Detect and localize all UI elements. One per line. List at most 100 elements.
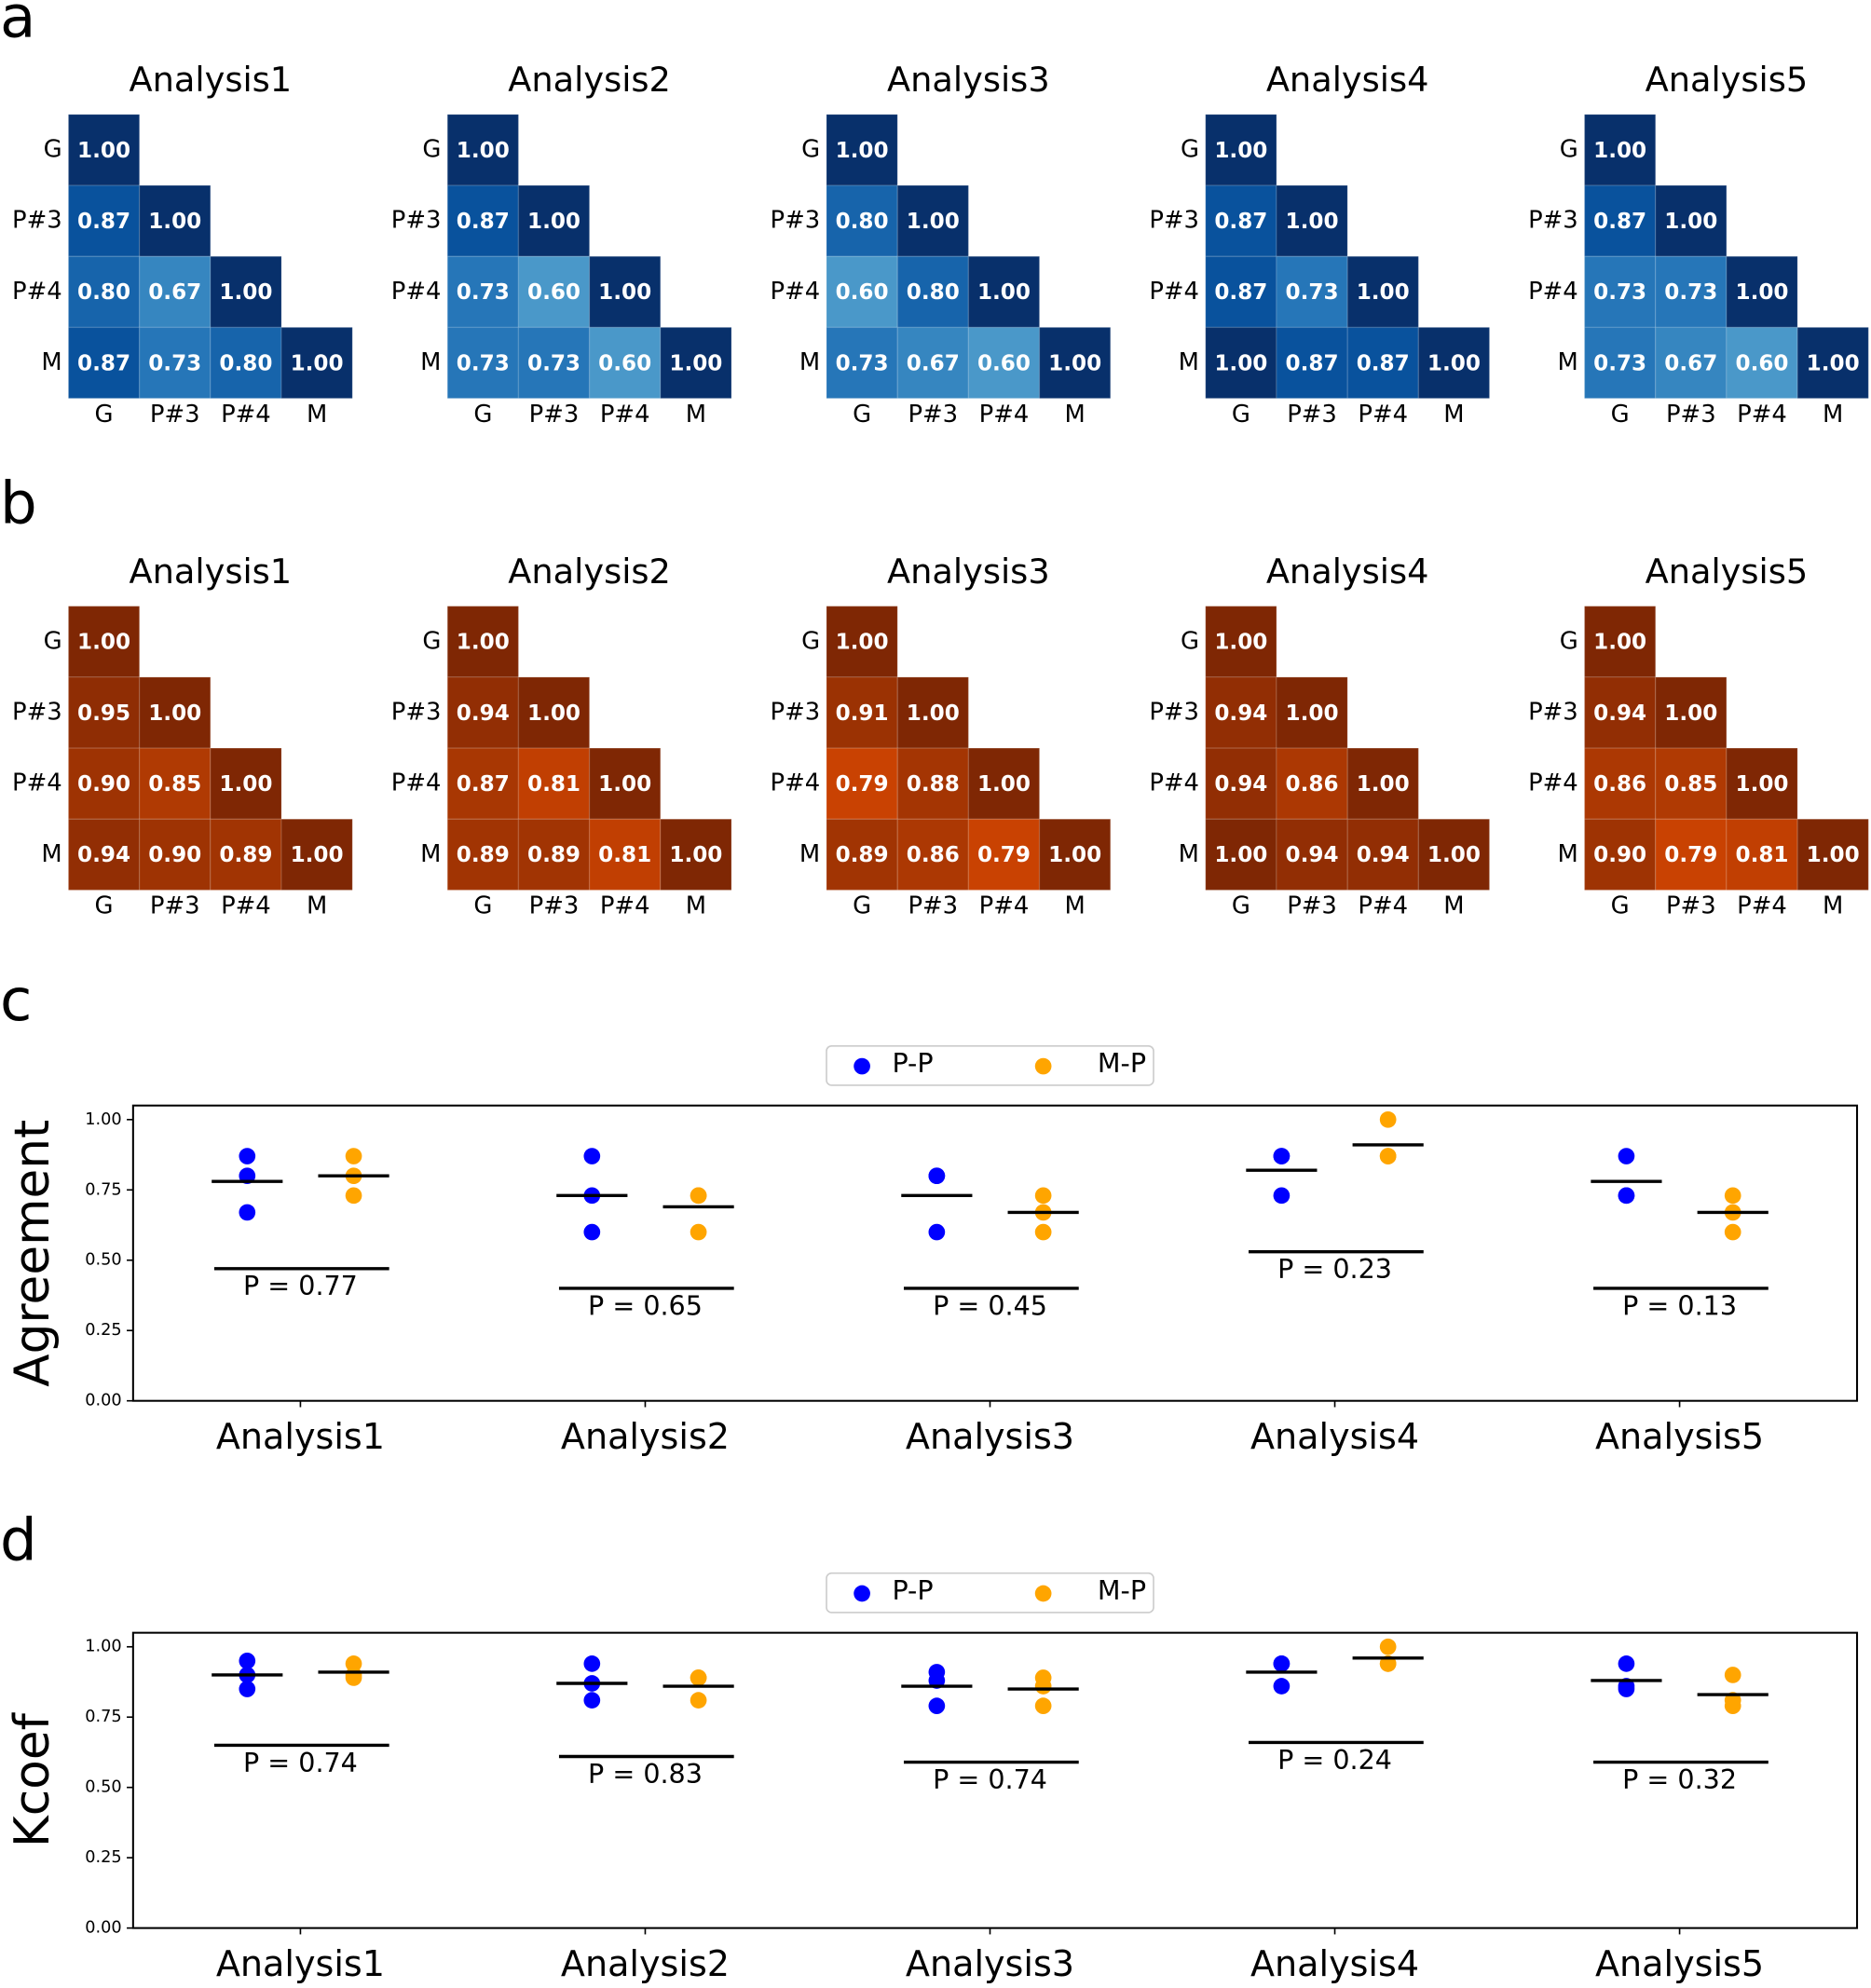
heatmap-title: Analysis1 [130, 60, 293, 100]
point [583, 1692, 601, 1709]
heatmap-cell [896, 676, 970, 749]
x-tick-label: Analysis1 [216, 1943, 385, 1984]
column-label: G [473, 892, 492, 920]
cell-label: 1.00 [669, 351, 722, 375]
cell-label: 1.00 [77, 631, 130, 655]
heatmap-cell [1655, 747, 1728, 820]
heatmap-cell [1796, 818, 1869, 892]
row-label: P#4 [1528, 278, 1578, 306]
heatmap-title: Analysis4 [1266, 551, 1429, 592]
heatmap-cell [1583, 606, 1657, 678]
cell-label: 0.73 [148, 351, 201, 375]
heatmap-cell [967, 818, 1041, 892]
row-label: M [1179, 840, 1199, 868]
heatmap-cell [1655, 184, 1728, 257]
point [1034, 1678, 1052, 1695]
cell-label: 1.00 [1214, 843, 1267, 867]
point [345, 1187, 362, 1205]
cell-label: 0.94 [77, 843, 130, 867]
y-axis-label: Agreement [5, 1120, 61, 1387]
heatmap-cell [588, 255, 662, 329]
cell-label: 0.67 [907, 351, 960, 375]
heatmap-cell [1583, 184, 1657, 257]
point [239, 1653, 256, 1669]
p-value-label: P = 0.77 [243, 1270, 358, 1301]
legend-marker [1034, 1057, 1052, 1075]
row-label: G [1560, 135, 1578, 163]
point [1034, 1187, 1052, 1205]
cell-label: 1.00 [598, 280, 651, 305]
cell-label: 1.00 [148, 210, 201, 234]
point [345, 1148, 362, 1164]
row-label: P#4 [1149, 278, 1199, 306]
column-label: P#4 [1737, 892, 1787, 920]
cell-label: 1.00 [1214, 139, 1267, 163]
cell-label: 0.86 [1593, 772, 1646, 797]
heatmap-cell [826, 184, 898, 257]
heatmap-cell [660, 326, 732, 400]
column-label: M [1064, 892, 1085, 920]
heatmap-cell [588, 747, 662, 820]
heatmap-cell [896, 255, 970, 329]
row-label: P#4 [771, 769, 821, 797]
cell-label: 0.91 [836, 701, 889, 726]
row-label: G [801, 135, 820, 163]
row-label: P#3 [771, 207, 821, 235]
heatmap-cell [660, 818, 732, 892]
point [239, 1681, 256, 1697]
cell-label: 1.00 [527, 210, 580, 234]
column-label: G [1611, 401, 1630, 429]
plot-frame [131, 1104, 1859, 1402]
row-label: G [422, 627, 441, 655]
column-label: P#4 [221, 892, 271, 920]
heatmap-cell [896, 747, 970, 820]
cell-label: 0.90 [1593, 843, 1646, 867]
cell-label: 0.81 [598, 843, 651, 867]
heatmap-cell [280, 326, 353, 400]
cell-label: 0.95 [77, 701, 130, 726]
cell-label: 1.00 [1427, 843, 1481, 867]
y-tick-label: 0.75 [85, 1708, 121, 1726]
row-label: P#3 [12, 207, 62, 235]
cell-label: 1.00 [1214, 631, 1267, 655]
heatmap-cell [896, 818, 970, 892]
heatmap-cell [280, 818, 353, 892]
x-tick-label: Analysis5 [1595, 1416, 1764, 1457]
heatmap-cell [1417, 818, 1491, 892]
point [1724, 1187, 1741, 1205]
heatmap-cell [1655, 255, 1728, 329]
heatmap-cell [826, 326, 898, 400]
panel-label: c [0, 966, 32, 1034]
cell-label: 1.00 [457, 631, 510, 655]
row-label: M [1179, 348, 1199, 376]
cell-label: 1.00 [457, 139, 510, 163]
cell-label: 0.73 [457, 351, 510, 375]
cell-label: 1.00 [1807, 843, 1860, 867]
cell-label: 0.94 [1286, 843, 1339, 867]
column-label: P#3 [150, 892, 200, 920]
heatmap-cell [1796, 326, 1869, 400]
column-label: M [1443, 892, 1464, 920]
cell-label: 0.94 [1593, 701, 1646, 726]
heatmap-cell [446, 326, 520, 400]
point [928, 1167, 946, 1185]
heatmap-cell [1346, 326, 1420, 400]
y-tick-label: 0.50 [85, 1251, 121, 1270]
heatmap-cell [446, 606, 520, 678]
y-tick-label: 0.75 [85, 1180, 121, 1199]
cell-label: 0.90 [77, 772, 130, 797]
column-label: M [686, 892, 706, 920]
cell-label: 0.89 [527, 843, 580, 867]
cell-label: 1.00 [1735, 280, 1788, 305]
cell-label: 0.81 [527, 772, 580, 797]
cell-label: 0.73 [836, 351, 889, 375]
point [239, 1148, 256, 1164]
cell-label: 0.80 [907, 280, 960, 305]
cell-label: 0.60 [527, 280, 580, 305]
heatmap-cell [1583, 747, 1657, 820]
heatmap-cell [1583, 326, 1657, 400]
column-label: P#4 [1358, 401, 1408, 429]
heatmap-cell [1038, 818, 1112, 892]
column-label: P#4 [600, 401, 650, 429]
cell-label: 0.81 [1735, 843, 1788, 867]
